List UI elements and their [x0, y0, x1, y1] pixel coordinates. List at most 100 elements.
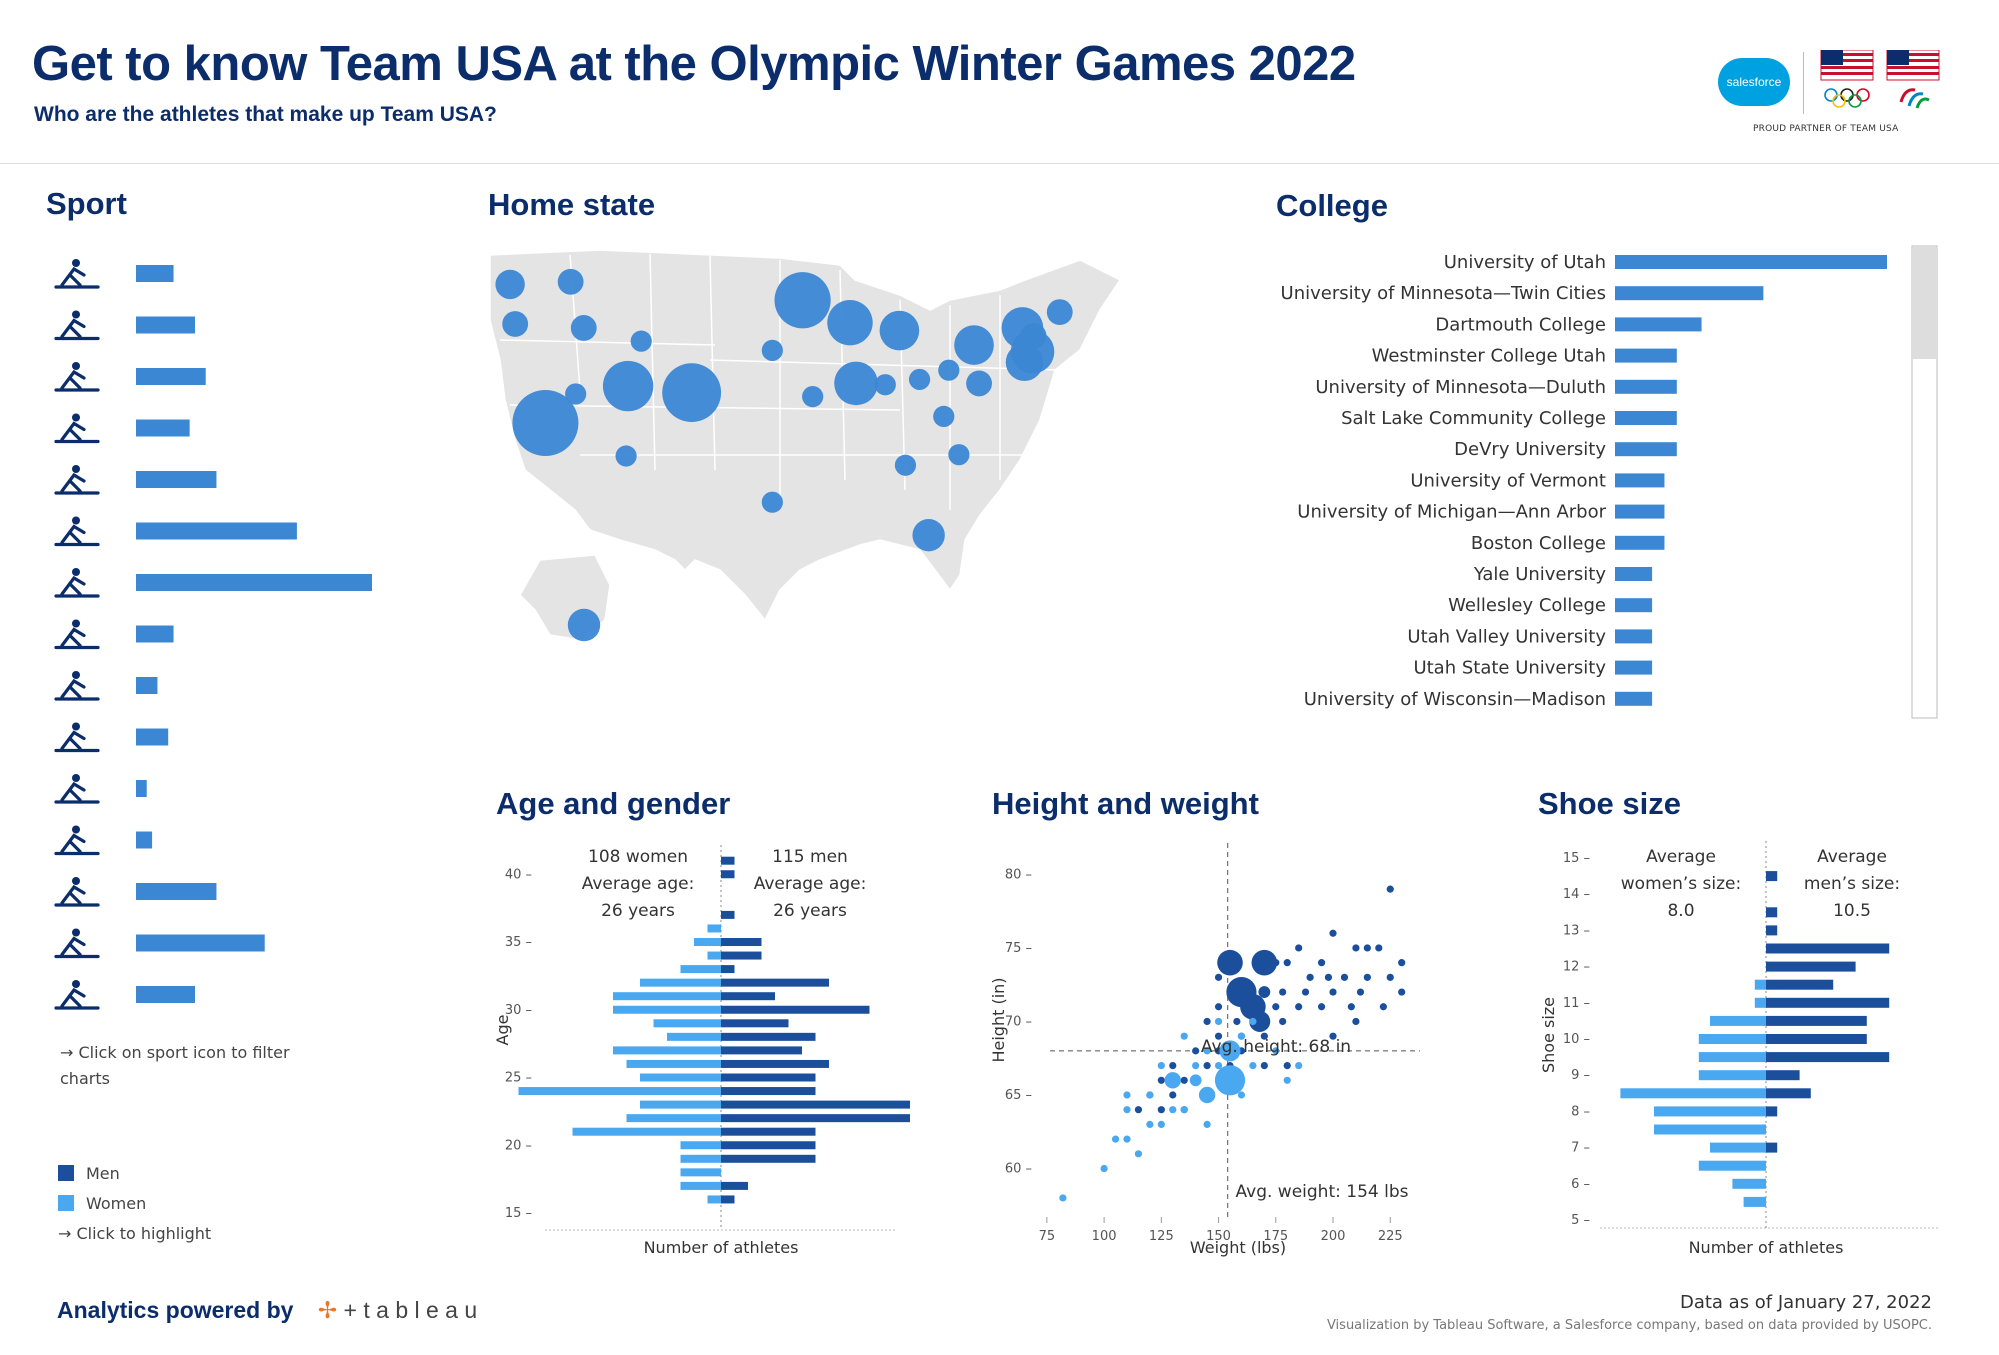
- men-point[interactable]: [1134, 1106, 1143, 1114]
- home-state-map[interactable]: [480, 240, 1220, 660]
- women-point[interactable]: [1134, 1150, 1143, 1158]
- women-bar[interactable]: [653, 1019, 722, 1028]
- men-bar[interactable]: [721, 1019, 789, 1028]
- state-bubble[interactable]: [933, 405, 955, 427]
- men-bar[interactable]: [1766, 1106, 1778, 1117]
- women-point[interactable]: [1157, 1061, 1165, 1070]
- college-label[interactable]: Wellesley College: [1448, 595, 1606, 616]
- men-point[interactable]: [1272, 1003, 1280, 1011]
- women-bar[interactable]: [572, 1127, 722, 1136]
- men-point[interactable]: [1279, 988, 1287, 996]
- state-bubble[interactable]: [1005, 343, 1044, 381]
- men-point[interactable]: [1157, 1106, 1165, 1114]
- state-bubble[interactable]: [912, 519, 945, 552]
- sport-bar[interactable]: [136, 883, 217, 900]
- men-point[interactable]: [1233, 1017, 1241, 1026]
- men-bar[interactable]: [721, 1100, 910, 1109]
- men-point[interactable]: [1157, 1076, 1165, 1084]
- sport-bar[interactable]: [136, 677, 158, 694]
- women-bar[interactable]: [1710, 1015, 1766, 1026]
- college-bar[interactable]: [1615, 535, 1665, 550]
- men-point[interactable]: [1301, 988, 1310, 996]
- women-point[interactable]: [1123, 1091, 1131, 1099]
- age-gender-chart[interactable]: 15 – 20 – 25 – 30 – 35 – 40 – Age Number of ath…: [490, 835, 910, 1265]
- college-label[interactable]: University of Vermont: [1410, 470, 1606, 491]
- men-bar[interactable]: [721, 951, 762, 960]
- sport-bar[interactable]: [136, 625, 174, 643]
- college-bar[interactable]: [1615, 660, 1653, 675]
- women-point[interactable]: [1157, 1120, 1165, 1129]
- college-bar-chart[interactable]: University of Utah University of Minnesot…: [1270, 240, 1950, 720]
- men-point[interactable]: [1347, 1003, 1355, 1011]
- women-point[interactable]: [1203, 1120, 1211, 1129]
- men-point[interactable]: [1340, 973, 1349, 981]
- women-bar[interactable]: [1654, 1124, 1766, 1135]
- college-bar[interactable]: [1615, 629, 1653, 644]
- legend-item-women[interactable]: Women: [58, 1188, 211, 1218]
- men-point[interactable]: [1363, 973, 1371, 981]
- women-bar[interactable]: [680, 1181, 722, 1190]
- state-bubble[interactable]: [954, 325, 994, 365]
- women-point[interactable]: [1283, 1076, 1291, 1084]
- women-bar[interactable]: [613, 1005, 721, 1014]
- men-point[interactable]: [1386, 973, 1394, 981]
- women-bar[interactable]: [1698, 1052, 1766, 1063]
- men-point[interactable]: [1283, 959, 1291, 967]
- men-bar[interactable]: [721, 938, 762, 946]
- men-bar[interactable]: [1766, 1015, 1867, 1026]
- state-bubble[interactable]: [834, 361, 878, 406]
- luge-icon[interactable]: [54, 619, 100, 650]
- men-bar[interactable]: [721, 1154, 816, 1163]
- men-point[interactable]: [1249, 1010, 1271, 1032]
- college-bar[interactable]: [1615, 348, 1677, 363]
- college-bar[interactable]: [1615, 442, 1677, 457]
- sport-bar[interactable]: [136, 934, 265, 952]
- figure-skating-icon[interactable]: [54, 465, 100, 495]
- men-bar[interactable]: [1766, 871, 1778, 882]
- women-bar[interactable]: [694, 938, 721, 946]
- state-bubble[interactable]: [1046, 299, 1073, 326]
- women-point[interactable]: [1272, 1047, 1280, 1055]
- sport-bar-chart[interactable]: [40, 250, 400, 1020]
- sport-bar[interactable]: [136, 780, 147, 797]
- state-bubble[interactable]: [615, 445, 637, 467]
- men-bar[interactable]: [721, 1005, 870, 1014]
- women-point[interactable]: [1111, 1135, 1120, 1143]
- men-point[interactable]: [1251, 949, 1278, 976]
- men-point[interactable]: [1260, 1032, 1268, 1040]
- state-bubble[interactable]: [557, 268, 584, 295]
- men-point[interactable]: [1217, 949, 1243, 976]
- college-bar[interactable]: [1615, 504, 1665, 519]
- college-label[interactable]: Yale University: [1473, 564, 1606, 585]
- women-bar[interactable]: [640, 978, 721, 987]
- college-bar[interactable]: [1615, 473, 1665, 488]
- state-bubble[interactable]: [761, 491, 783, 513]
- state-bubble[interactable]: [908, 368, 931, 391]
- women-point[interactable]: [1249, 1017, 1257, 1026]
- women-bar[interactable]: [1710, 1142, 1766, 1153]
- women-point[interactable]: [1214, 1061, 1223, 1070]
- state-bubble[interactable]: [874, 374, 896, 396]
- college-label[interactable]: DeVry University: [1454, 439, 1606, 460]
- men-bar[interactable]: [721, 1181, 748, 1190]
- college-bar[interactable]: [1615, 317, 1702, 332]
- college-bar[interactable]: [1615, 598, 1653, 613]
- men-bar[interactable]: [721, 1141, 816, 1150]
- men-point[interactable]: [1260, 1061, 1268, 1070]
- state-bubble[interactable]: [894, 454, 917, 476]
- men-point[interactable]: [1169, 1061, 1177, 1070]
- men-point[interactable]: [1192, 1047, 1200, 1055]
- men-bar[interactable]: [1766, 943, 1890, 954]
- state-bubble[interactable]: [802, 386, 824, 408]
- men-bar[interactable]: [1766, 1088, 1811, 1099]
- sport-bar[interactable]: [136, 522, 297, 540]
- women-point[interactable]: [1214, 1017, 1223, 1026]
- state-bubble[interactable]: [827, 299, 873, 346]
- men-point[interactable]: [1317, 959, 1326, 967]
- women-bar[interactable]: [707, 1195, 722, 1204]
- college-label[interactable]: University of Utah: [1444, 252, 1606, 273]
- men-bar[interactable]: [1766, 961, 1856, 972]
- college-bar[interactable]: [1615, 411, 1677, 425]
- women-bar[interactable]: [626, 1114, 722, 1123]
- men-point[interactable]: [1386, 885, 1394, 893]
